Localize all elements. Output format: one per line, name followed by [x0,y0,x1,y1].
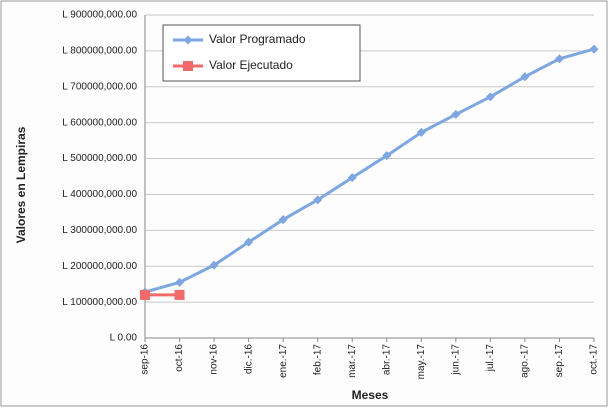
data-point [140,289,150,300]
y-tick-label: L 200000,000.00 [62,261,137,272]
y-tick-label: L 700000,000.00 [62,81,137,92]
legend-label: Valor Programado [209,32,306,46]
data-point [278,215,288,225]
y-tick-label: L 300000,000.00 [62,225,137,236]
data-point [174,289,185,300]
x-tick-label: ago.-17 [520,344,531,378]
x-tick-label: oct.-17 [589,344,600,375]
x-tick-label: mar.-17 [347,344,358,378]
legend-marker [183,35,193,45]
x-tick-label: may.-17 [416,344,427,380]
y-tick-label: L 400000,000.00 [62,189,137,200]
x-tick-label: sep.-17 [554,344,565,378]
x-tick-label: abr.-17 [381,344,392,376]
x-tick-label: ene.-17 [278,344,289,378]
x-tick-label: feb.-17 [312,344,323,376]
data-point [244,237,254,247]
y-tick-label: L 500000,000.00 [62,153,137,164]
y-axis-title: Valores en Lempiras [14,126,28,243]
y-tick-label: L 900000,000.00 [62,10,137,21]
x-tick-label: nov-16 [209,344,220,375]
x-axis-title: Meses [352,388,389,402]
data-point [382,151,392,161]
x-tick-label: sep-16 [140,344,151,375]
x-tick-label: oct-16 [174,344,185,372]
data-point [554,54,564,64]
x-tick-label: jun.-17 [450,344,461,376]
y-tick-label: L 0.00 [110,333,138,344]
legend-marker [183,61,193,71]
data-point [520,72,530,82]
data-point [485,92,495,102]
legend-label: Valor Ejecutado [209,58,293,72]
data-point [313,195,323,205]
data-point [589,44,599,54]
data-point [451,109,461,119]
y-tick-label: L 100000,000.00 [62,297,137,308]
data-point [347,173,357,183]
data-point [416,127,426,137]
legend-box [162,24,361,82]
y-tick-label: L 800000,000.00 [62,46,137,57]
x-tick-label: jul.-17 [485,344,496,373]
series-line [144,47,595,294]
data-point [175,277,185,287]
x-tick-label: dic.-16 [243,344,254,374]
y-tick-label: L 600000,000.00 [62,117,137,128]
data-point [209,260,219,270]
